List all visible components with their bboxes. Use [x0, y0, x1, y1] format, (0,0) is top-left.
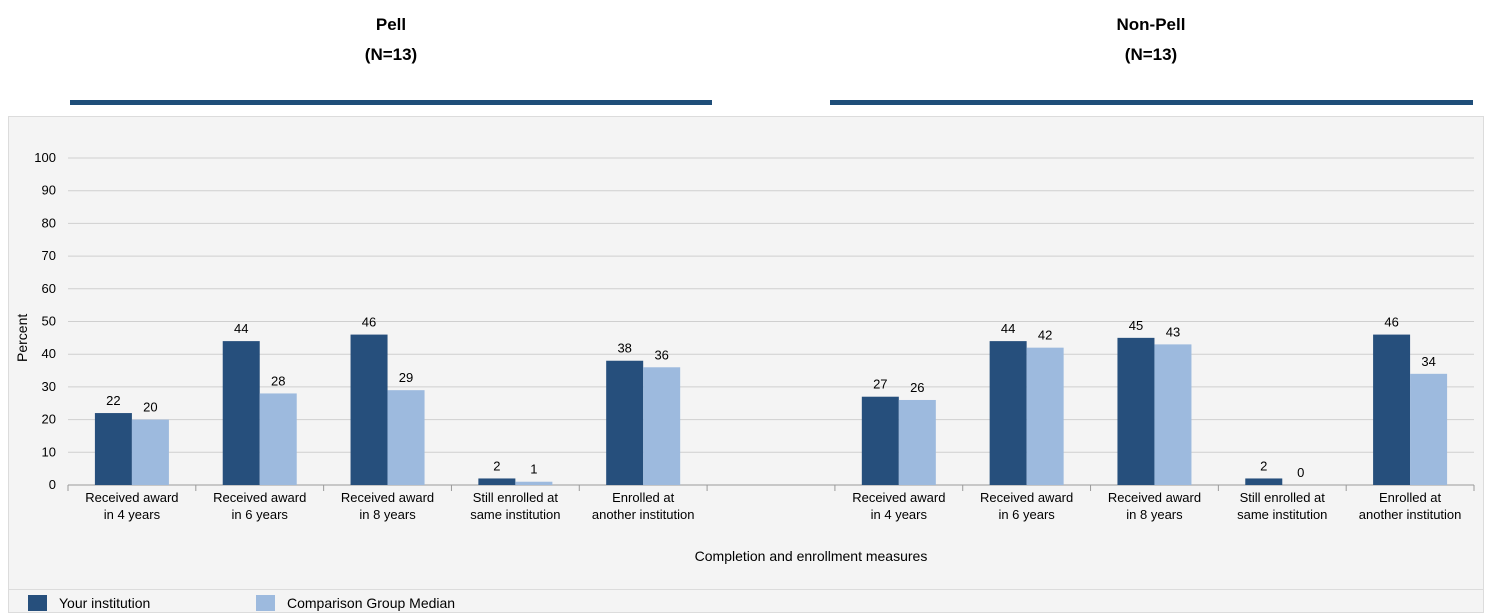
data-label-your-institution: 22: [106, 393, 120, 408]
data-label-comparison-median: 36: [654, 347, 668, 362]
x-tick-label: in 4 years: [104, 507, 161, 522]
data-label-comparison-median: 0: [1297, 465, 1304, 480]
x-tick-label: Received award: [1108, 490, 1201, 505]
y-tick-label: 90: [42, 183, 56, 198]
bar-comparison-median: [131, 419, 169, 485]
x-tick-label: Still enrolled at: [473, 490, 559, 505]
x-tick-label: same institution: [470, 507, 560, 522]
y-tick-label: 100: [34, 150, 56, 165]
nonpell-group-header: Non-Pell (N=13): [830, 10, 1472, 70]
y-axis-title: Percent: [14, 314, 30, 362]
bar-comparison-median: [259, 393, 297, 485]
data-label-your-institution: 2: [493, 458, 500, 473]
data-label-comparison-median: 20: [143, 400, 157, 415]
x-tick-label: another institution: [1359, 507, 1462, 522]
x-tick-label: Received award: [341, 490, 434, 505]
bar-your-institution: [606, 360, 644, 485]
data-label-comparison-median: 43: [1166, 324, 1180, 339]
x-tick-label: Received award: [213, 490, 306, 505]
bar-comparison-median: [1154, 344, 1192, 485]
bar-comparison-median: [898, 399, 936, 485]
bar-comparison-median: [1410, 373, 1448, 485]
bar-comparison-median: [1026, 347, 1064, 485]
pell-group-count: (N=13): [364, 45, 418, 64]
data-label-your-institution: 45: [1129, 318, 1143, 333]
x-tick-label: Still enrolled at: [1240, 490, 1326, 505]
chart-legend: Your institution Comparison Group Median: [8, 589, 1484, 613]
x-tick-label: Received award: [85, 490, 178, 505]
x-tick-label: in 8 years: [359, 507, 416, 522]
pell-header-rule: [70, 100, 712, 105]
y-tick-label: 20: [42, 412, 56, 427]
data-label-comparison-median: 1: [530, 462, 537, 477]
x-tick-label: another institution: [592, 507, 695, 522]
bar-your-institution: [1245, 478, 1283, 485]
data-label-your-institution: 46: [362, 315, 376, 330]
bar-your-institution: [478, 478, 516, 485]
x-tick-label: same institution: [1237, 507, 1327, 522]
y-tick-label: 60: [42, 281, 56, 296]
data-label-your-institution: 46: [1384, 315, 1398, 330]
legend-label-your-institution: Your institution: [59, 595, 151, 611]
bar-comparison-median: [387, 390, 425, 485]
bar-comparison-median: [515, 481, 553, 485]
x-tick-label: Received award: [852, 490, 945, 505]
nonpell-header-rule: [830, 100, 1473, 105]
x-tick-label: in 8 years: [1126, 507, 1183, 522]
x-axis-title: Completion and enrollment measures: [695, 548, 928, 564]
bar-your-institution: [94, 413, 132, 485]
bar-your-institution: [350, 334, 388, 485]
data-label-your-institution: 27: [873, 377, 887, 392]
bar-comparison-median: [643, 367, 681, 485]
x-tick-label: in 6 years: [998, 507, 1055, 522]
nonpell-group-count: (N=13): [1124, 45, 1178, 64]
x-tick-label: Enrolled at: [1379, 490, 1442, 505]
legend-swatch-comparison: [256, 595, 275, 611]
bar-your-institution: [1117, 337, 1155, 485]
y-tick-label: 50: [42, 314, 56, 329]
x-tick-label: Received award: [980, 490, 1073, 505]
pell-group-header: Pell (N=13): [70, 10, 712, 70]
legend-item-comparison: Comparison Group Median: [256, 592, 455, 614]
legend-swatch-your-institution: [28, 595, 47, 611]
data-label-your-institution: 44: [1001, 321, 1015, 336]
bar-your-institution: [222, 341, 260, 485]
data-label-your-institution: 38: [617, 341, 631, 356]
data-label-comparison-median: 26: [910, 380, 924, 395]
data-label-your-institution: 44: [234, 321, 248, 336]
nonpell-group-title: Non-Pell: [1116, 15, 1186, 34]
data-label-comparison-median: 28: [271, 373, 285, 388]
bar-your-institution: [989, 341, 1027, 485]
x-tick-label: in 6 years: [232, 507, 289, 522]
y-tick-label: 70: [42, 248, 56, 263]
data-label-your-institution: 2: [1260, 458, 1267, 473]
y-tick-label: 80: [42, 215, 56, 230]
pell-group-title: Pell: [375, 15, 407, 34]
y-tick-label: 30: [42, 379, 56, 394]
x-tick-label: Enrolled at: [612, 490, 675, 505]
bar-your-institution: [861, 396, 899, 485]
x-tick-label: in 4 years: [871, 507, 928, 522]
data-label-comparison-median: 29: [399, 370, 413, 385]
legend-item-your-institution: Your institution: [28, 592, 150, 614]
data-label-comparison-median: 42: [1038, 328, 1052, 343]
y-tick-label: 40: [42, 346, 56, 361]
y-tick-label: 0: [49, 477, 56, 492]
data-label-comparison-median: 34: [1421, 354, 1435, 369]
y-tick-label: 10: [42, 444, 56, 459]
bar-your-institution: [1373, 334, 1411, 485]
legend-label-comparison: Comparison Group Median: [287, 595, 456, 611]
